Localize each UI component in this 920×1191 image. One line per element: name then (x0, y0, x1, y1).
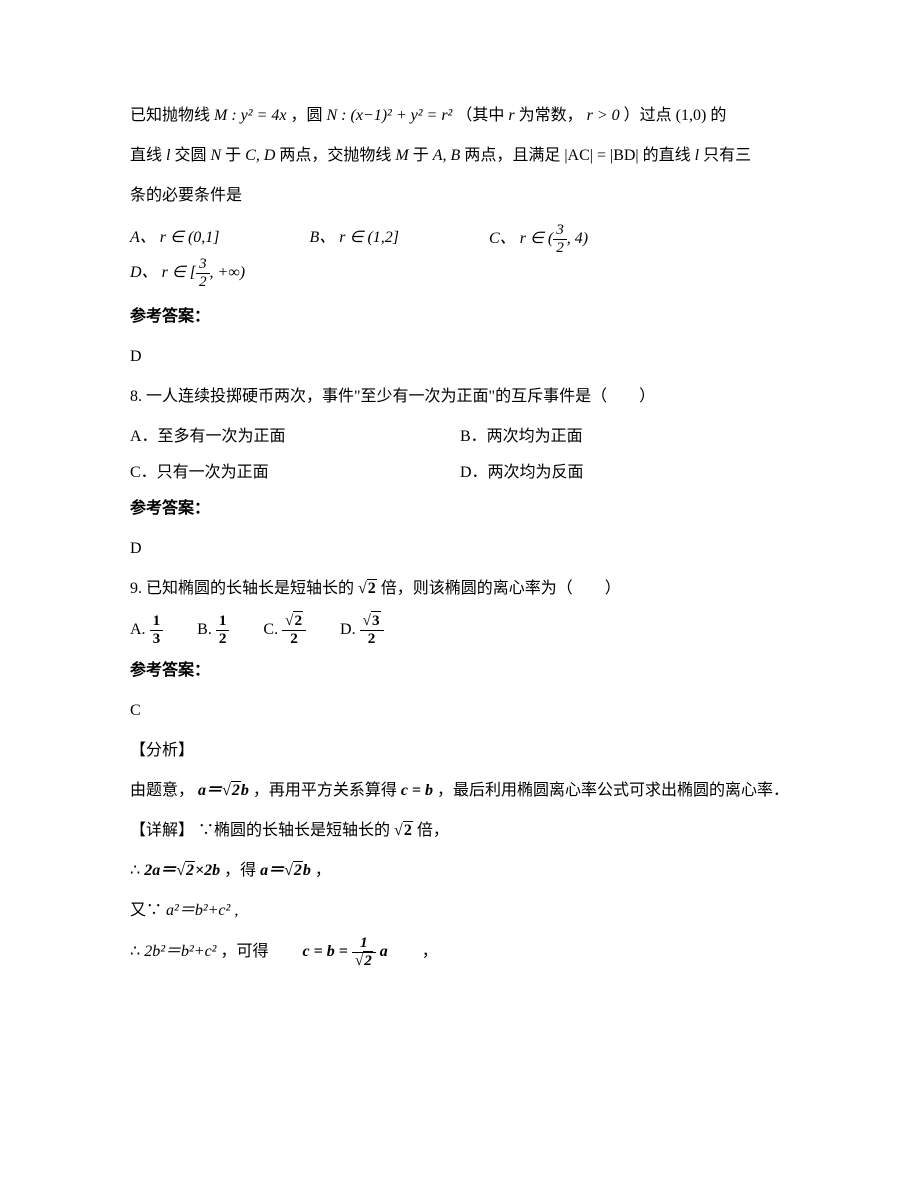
label: B、 (310, 229, 336, 246)
math-cond: |AC| = |BD| (564, 147, 638, 164)
q9-choice-C: C. 22 (263, 621, 310, 638)
text: 倍，则该椭圆的离心率为（ ） (381, 580, 621, 597)
text: ，可得 (220, 943, 268, 960)
frac: 12 (216, 613, 230, 647)
text: ∴ (130, 862, 140, 879)
label: C、 (489, 230, 516, 247)
q9-ans-label: 参考答案： (130, 655, 790, 687)
text: 于 (413, 147, 429, 164)
expr: r ∈ (32, 4) (520, 230, 588, 247)
label: B. (197, 621, 212, 638)
q7-choice-C: C、 r ∈ (32, 4) (489, 222, 588, 256)
q7-choices: A、 r ∈ (0,1] B、 r ∈ (1,2] C、 r ∈ (32, 4)… (130, 222, 790, 291)
text: ，得 (224, 862, 256, 879)
math-M: M : y² = 4x (214, 107, 286, 124)
math-CD: C, D (245, 147, 275, 164)
sqrt2: 2 (358, 573, 377, 605)
text: ， (422, 943, 438, 960)
q7-choice-D: D、 r ∈ [32, +∞) (130, 256, 245, 290)
q9-choices: A. 13 B. 12 C. 22 D. 32 (130, 613, 790, 647)
q9-choice-B: B. 12 (197, 621, 233, 638)
q8-ans-label: 参考答案： (130, 493, 790, 525)
q7-line1: 已知抛物线 M : y² = 4x ，圆 N : (x−1)² + y² = r… (130, 100, 790, 132)
q7-ans: D (130, 341, 790, 373)
q8-ans: D (130, 533, 790, 565)
text: 为常数， (519, 107, 583, 124)
math-AB: A, B (433, 147, 461, 164)
frac: 22 (282, 613, 306, 647)
q7-line2: 直线 l 交圆 N 于 C, D 两点，交抛物线 M 于 A, B 两点，且满足… (130, 140, 790, 172)
sqrt2: 2 (394, 815, 413, 847)
q9-ans: C (130, 695, 790, 727)
text: 直线 (130, 147, 162, 164)
text: 两点，且满足 (464, 147, 560, 164)
q8-choices: A．至多有一次为正面 B．两次均为正面 C．只有一次为正面 D．两次均为反面 (130, 421, 790, 493)
text: , (234, 902, 238, 919)
text: ∵椭圆的长轴长是短轴长的 (198, 822, 390, 839)
q7-line3: 条的必要条件是 (130, 180, 790, 212)
text: ，再用平方关系算得 (253, 782, 397, 799)
q9-stem: 9. 已知椭圆的长轴长是短轴长的 2 倍，则该椭圆的离心率为（ ） (130, 573, 790, 605)
text: 交圆 (174, 147, 206, 164)
expr: r ∈ (0,1] (160, 229, 220, 246)
math-M2: M (395, 147, 408, 164)
text: （其中 (456, 107, 504, 124)
text: ）过点 (624, 107, 672, 124)
math-N: N : (x−1)² + y² = r² (326, 107, 452, 124)
eq1: a＝2b (198, 782, 253, 799)
expr: r ∈ (1,2] (339, 229, 399, 246)
q7-choice-A: A、 r ∈ (0,1] (130, 222, 220, 256)
math-rcond: r > 0 (587, 107, 620, 124)
eq2: c = b (401, 782, 433, 799)
text: 倍， (417, 822, 449, 839)
math-point: (1,0) (676, 107, 707, 124)
eq1: 2b²＝b²+c² (144, 943, 216, 960)
q9-detail: 【详解】 ∵椭圆的长轴长是短轴长的 2 倍， (130, 815, 790, 847)
math-r: r (508, 107, 514, 124)
q8-choice-C: C．只有一次为正面 (130, 457, 460, 489)
label: A、 (130, 229, 156, 246)
math-l2: l (695, 147, 699, 164)
text: 的 (710, 107, 726, 124)
detail-h: 【详解】 (130, 822, 194, 839)
q9-choice-D: D. 32 (340, 621, 384, 638)
label: A. (130, 621, 146, 638)
q9-step2: 又∵ a²＝b²+c² , (130, 895, 790, 927)
q9-analysis: 由题意， a＝2b ，再用平方关系算得 c = b ，最后利用椭圆离心率公式可求… (130, 775, 790, 807)
text: 于 (225, 147, 241, 164)
text: 只有三 (703, 147, 751, 164)
frac: 32 (360, 613, 384, 647)
q9-step3: ∴ 2b²＝b²+c² ，可得 c = b = 12 a ， (130, 935, 790, 969)
q7-choice-B: B、 r ∈ (1,2] (310, 222, 400, 256)
q8-choice-B: B．两次均为正面 (460, 421, 790, 453)
q8-stem: 8. 一人连续投掷硬币两次，事件"至少有一次为正面"的互斥事件是（ ） (130, 381, 790, 413)
eq: a²＝b²+c² (166, 902, 230, 919)
text: ， (315, 862, 331, 879)
text: ，最后利用椭圆离心率公式可求出椭圆的离心率． (437, 782, 789, 799)
text: ∴ (130, 943, 140, 960)
frac: 13 (150, 613, 164, 647)
label: C. (263, 621, 278, 638)
eq-cb: c = b = 12 a (303, 943, 392, 960)
q9-choice-A: A. 13 (130, 621, 167, 638)
label: D、 (130, 264, 158, 281)
q9-analysis-h: 【分析】 (130, 735, 790, 767)
text: 9. 已知椭圆的长轴长是短轴长的 (130, 580, 354, 597)
eq: 2a＝2×2b (144, 862, 224, 879)
q8-choice-A: A．至多有一次为正面 (130, 421, 460, 453)
label: D. (340, 621, 356, 638)
math-N2: N (210, 147, 221, 164)
math-l: l (166, 147, 170, 164)
text: 由题意， (130, 782, 194, 799)
expr: r ∈ [32, +∞) (162, 264, 246, 281)
q7-ans-label: 参考答案： (130, 301, 790, 333)
text: 又∵ (130, 902, 162, 919)
text: ，圆 (290, 107, 322, 124)
text: 的直线 (643, 147, 691, 164)
q9-step1: ∴ 2a＝2×2b ，得 a＝2b ， (130, 855, 790, 887)
text: 两点，交抛物线 (279, 147, 391, 164)
q8-choice-D: D．两次均为反面 (460, 457, 790, 489)
eq2: a＝2b (260, 862, 315, 879)
text: 已知抛物线 (130, 107, 210, 124)
